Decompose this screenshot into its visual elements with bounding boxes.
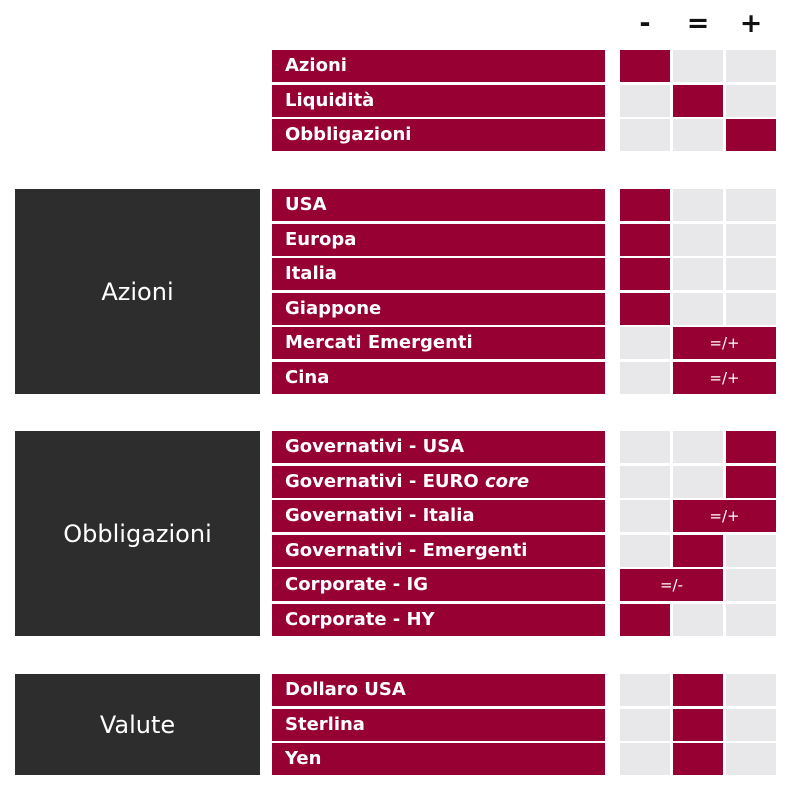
row-label-text: Europa [285, 229, 357, 250]
rating-cell-filled [673, 709, 723, 741]
rating-cell-empty [620, 674, 670, 706]
rating-cell-empty [620, 466, 670, 498]
row-label: Sterlina [272, 709, 605, 741]
rating-cell-empty [726, 50, 776, 82]
rating-cell-filled [620, 258, 670, 290]
rating-cell-empty [620, 709, 670, 741]
row-label: Giappone [272, 293, 605, 325]
rating-cell-empty [673, 224, 723, 256]
rating-cell-empty [620, 327, 670, 359]
row-label: Governativi - Emergenti [272, 535, 605, 567]
rating-cell-filled [673, 674, 723, 706]
row-label: Italia [272, 258, 605, 290]
rating-cell-filled [620, 224, 670, 256]
rating-cell-span: =/+ [673, 327, 776, 359]
row-label-text: Governativi - USA [285, 436, 465, 457]
rating-cell-empty [620, 743, 670, 775]
rating-cell-empty [726, 604, 776, 636]
category-block: Valute [15, 674, 260, 775]
row-label-italic: core [484, 471, 530, 492]
rating-cell-empty [673, 431, 723, 463]
row-label-text: Cina [285, 367, 330, 388]
rating-cell-empty [673, 258, 723, 290]
rating-cell-empty [726, 224, 776, 256]
row-label: Governativi - EURO core [272, 466, 605, 498]
row-label-text: Mercati Emergenti [285, 332, 473, 353]
rating-cell-empty [726, 535, 776, 567]
row-label-text: Giappone [285, 298, 382, 319]
category-block: Azioni [15, 189, 260, 394]
rating-cell-empty [620, 85, 670, 117]
rating-cell-empty [726, 674, 776, 706]
rating-cell-empty [726, 293, 776, 325]
rating-cell-empty [726, 189, 776, 221]
row-label-text: Sterlina [285, 714, 365, 735]
rating-cell-filled [620, 50, 670, 82]
row-label-text: Azioni [285, 55, 347, 76]
row-label-text: Yen [285, 748, 322, 769]
rating-cell-filled [620, 604, 670, 636]
header-minus: - [639, 8, 651, 39]
row-label: Yen [272, 743, 605, 775]
row-label: Azioni [272, 50, 605, 82]
header-plus: + [739, 8, 763, 39]
row-label: Corporate - IG [272, 569, 605, 601]
rating-cell-empty [620, 431, 670, 463]
rating-cell-empty [726, 743, 776, 775]
rating-cell-empty [620, 535, 670, 567]
rating-cell-empty [620, 362, 670, 394]
rating-cell-filled [620, 293, 670, 325]
row-label-text: Governativi - EURO [285, 471, 485, 492]
rating-cell-filled [673, 743, 723, 775]
rating-cell-empty [726, 709, 776, 741]
row-label-text: Liquidità [285, 90, 375, 111]
rating-cell-empty [726, 85, 776, 117]
row-label-text: Corporate - HY [285, 609, 435, 630]
row-label-text: Obbligazioni [285, 124, 412, 145]
rating-cell-empty [620, 119, 670, 151]
row-label-text: Governativi - Emergenti [285, 540, 528, 561]
category-block: Obbligazioni [15, 431, 260, 636]
rating-cell-filled [726, 119, 776, 151]
row-label-text: Governativi - Italia [285, 505, 475, 526]
row-label-text: USA [285, 194, 327, 215]
row-label-text: Corporate - IG [285, 574, 429, 595]
row-label-text: Dollaro USA [285, 679, 406, 700]
row-label: Corporate - HY [272, 604, 605, 636]
row-label: Europa [272, 224, 605, 256]
rating-cell-filled [726, 466, 776, 498]
row-label: Liquidità [272, 85, 605, 117]
rating-cell-empty [726, 258, 776, 290]
row-label: Governativi - USA [272, 431, 605, 463]
rating-cell-empty [673, 604, 723, 636]
row-label: USA [272, 189, 605, 221]
header-equal: = [686, 8, 710, 39]
rating-cell-span: =/+ [673, 362, 776, 394]
rating-cell-filled [726, 431, 776, 463]
rating-cell-filled [673, 85, 723, 117]
row-label-text: Italia [285, 263, 337, 284]
rating-cell-empty [620, 500, 670, 532]
rating-cell-filled [673, 535, 723, 567]
row-label: Governativi - Italia [272, 500, 605, 532]
rating-cell-empty [673, 119, 723, 151]
rating-cell-empty [673, 466, 723, 498]
rating-cell-span: =/+ [673, 500, 776, 532]
row-label: Mercati Emergenti [272, 327, 605, 359]
rating-cell-empty [673, 50, 723, 82]
rating-cell-empty [673, 293, 723, 325]
rating-cell-filled [620, 189, 670, 221]
rating-cell-empty [726, 569, 776, 601]
row-label: Cina [272, 362, 605, 394]
rating-cell-span: =/- [620, 569, 723, 601]
rating-cell-empty [673, 189, 723, 221]
row-label: Dollaro USA [272, 674, 605, 706]
row-label: Obbligazioni [272, 119, 605, 151]
